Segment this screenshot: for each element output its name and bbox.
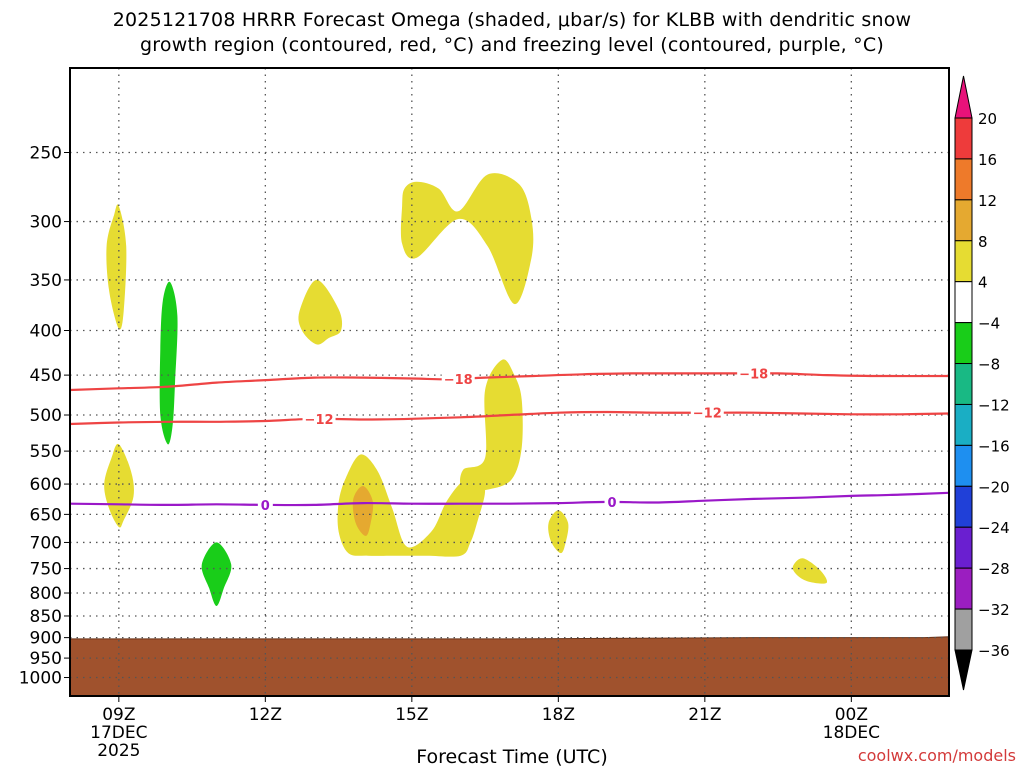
omega-region-7 <box>548 510 569 554</box>
x-tick-year-09Z: 2025 <box>97 741 140 761</box>
y-tick-label-450: 450 <box>30 366 62 386</box>
x-tick-date-09Z: 17DEC <box>90 723 147 743</box>
colorbar-label-4: 4 <box>978 274 988 292</box>
dgz-minus18-label-bg-0 <box>441 370 475 387</box>
colorbar-label-13: −36 <box>978 642 1010 660</box>
colorbar-label-2: 12 <box>978 192 997 210</box>
x-tick-label-21Z: 21Z <box>688 705 721 725</box>
dgz-minus12-line <box>70 410 949 426</box>
colorbar-label-10: −24 <box>978 519 1010 537</box>
y-tick-label-700: 700 <box>30 533 62 553</box>
dgz-minus12-label-1: −12 <box>693 407 722 422</box>
y-tick-label-250: 250 <box>30 144 62 164</box>
x-tick-label-15Z: 15Z <box>395 705 428 725</box>
gridlines <box>70 68 949 696</box>
colorbar-bin-0 <box>954 117 973 160</box>
x-tick-label-00Z: 00Z <box>835 705 868 725</box>
y-tick-label-850: 850 <box>30 607 62 627</box>
colorbar-bin-5 <box>954 322 973 365</box>
colorbar-bin-8 <box>954 444 973 487</box>
dgz-minus18-line <box>70 372 949 392</box>
surface-fill <box>70 636 949 696</box>
dgz-minus12-label-0: −12 <box>305 413 334 428</box>
colorbar-label-7: −12 <box>978 396 1010 414</box>
omega-region-6 <box>352 485 374 536</box>
omega-shading <box>104 173 828 606</box>
freezing-level-line <box>70 491 949 507</box>
freezing-level-label-bg-1 <box>604 493 620 510</box>
y-tick-label-900: 900 <box>30 629 62 649</box>
colorbar-label-0: 20 <box>978 110 997 128</box>
dgz-minus12-label-bg-0 <box>302 410 336 427</box>
dgz-minus18-label-bg-1 <box>737 365 771 382</box>
omega-region-3 <box>400 173 534 305</box>
chart-title: 2025121708 HRRR Forecast Omega (shaded, … <box>0 8 1024 58</box>
y-tick-label-1000: 1000 <box>19 669 62 689</box>
y-tick-label-500: 500 <box>30 406 62 426</box>
y-tick-label-350: 350 <box>30 271 62 291</box>
y-tick-label-300: 300 <box>30 213 62 233</box>
chart-title-line2: growth region (contoured, red, °C) and f… <box>140 34 884 56</box>
colorbar-bin-4 <box>954 281 973 324</box>
colorbar-label-8: −16 <box>978 437 1010 455</box>
x-tick-label-18Z: 18Z <box>542 705 575 725</box>
y-tick-label-550: 550 <box>30 442 62 462</box>
colorbar-label-11: −28 <box>978 560 1010 578</box>
colorbar-label-5: −4 <box>978 315 1000 333</box>
colorbar-bin-9 <box>954 485 973 528</box>
colorbar-bin-6 <box>954 363 973 405</box>
omega-region-8 <box>792 558 828 584</box>
omega-region-5 <box>337 454 486 557</box>
pressure-axis: 2503003504004505005506006507007508008509… <box>19 144 70 689</box>
colorbar-bin-1 <box>954 158 973 201</box>
omega-region-1 <box>104 443 134 528</box>
colorbar-bin-11 <box>954 567 973 610</box>
x-tick-label-09Z: 09Z <box>102 705 135 725</box>
colorbar-label-12: −32 <box>978 601 1010 619</box>
omega-region-4 <box>460 359 523 491</box>
dgz-minus18-label-1: −18 <box>739 367 768 382</box>
y-tick-label-750: 750 <box>30 560 62 580</box>
colorbar-label-6: −8 <box>978 356 1000 374</box>
colorbar-top-arrow <box>954 75 973 119</box>
surface-terrain <box>70 636 949 696</box>
colorbar-label-1: 16 <box>978 151 997 169</box>
y-tick-label-600: 600 <box>30 475 62 495</box>
colorbar-bin-10 <box>954 526 973 569</box>
colorbar-label-3: 8 <box>978 233 988 251</box>
colorbar-bottom-arrow <box>954 649 973 691</box>
freezing-level-label-0: 0 <box>261 499 270 514</box>
colorbar-bin-3 <box>954 240 973 283</box>
colorbar-label-9: −20 <box>978 478 1010 496</box>
site-credit: coolwx.com/models <box>857 746 1016 765</box>
freezing-level-label-1: 0 <box>608 496 617 511</box>
omega-region-2 <box>298 279 343 345</box>
omega-region-9 <box>159 281 178 445</box>
contour-lines: −18 −18 −12 −12 0 0 <box>70 365 949 514</box>
omega-region-10 <box>201 542 232 606</box>
colorbar-bin-2 <box>954 199 973 242</box>
freezing-level-label-bg-0 <box>257 496 273 513</box>
chart-title-line1: 2025121708 HRRR Forecast Omega (shaded, … <box>112 9 912 31</box>
dgz-minus12-label-bg-1 <box>690 404 724 421</box>
x-axis-label: Forecast Time (UTC) <box>416 746 608 768</box>
y-tick-label-400: 400 <box>30 322 62 342</box>
x-tick-label-12Z: 12Z <box>249 705 282 725</box>
colorbar-bin-7 <box>954 403 973 446</box>
y-tick-label-950: 950 <box>30 649 62 669</box>
dgz-minus18-label-0: −18 <box>444 373 473 388</box>
x-tick-date-00Z: 18DEC <box>823 723 880 743</box>
colorbar: 20 16 12 8 4 −4 −8 −12 −16 −20 −24 −28 −32 −36 <box>954 75 1010 691</box>
omega-region-0 <box>106 204 127 330</box>
plot-frame <box>69 67 950 697</box>
colorbar-bin-12 <box>954 608 973 651</box>
y-tick-label-650: 650 <box>30 505 62 525</box>
y-tick-label-800: 800 <box>30 584 62 604</box>
